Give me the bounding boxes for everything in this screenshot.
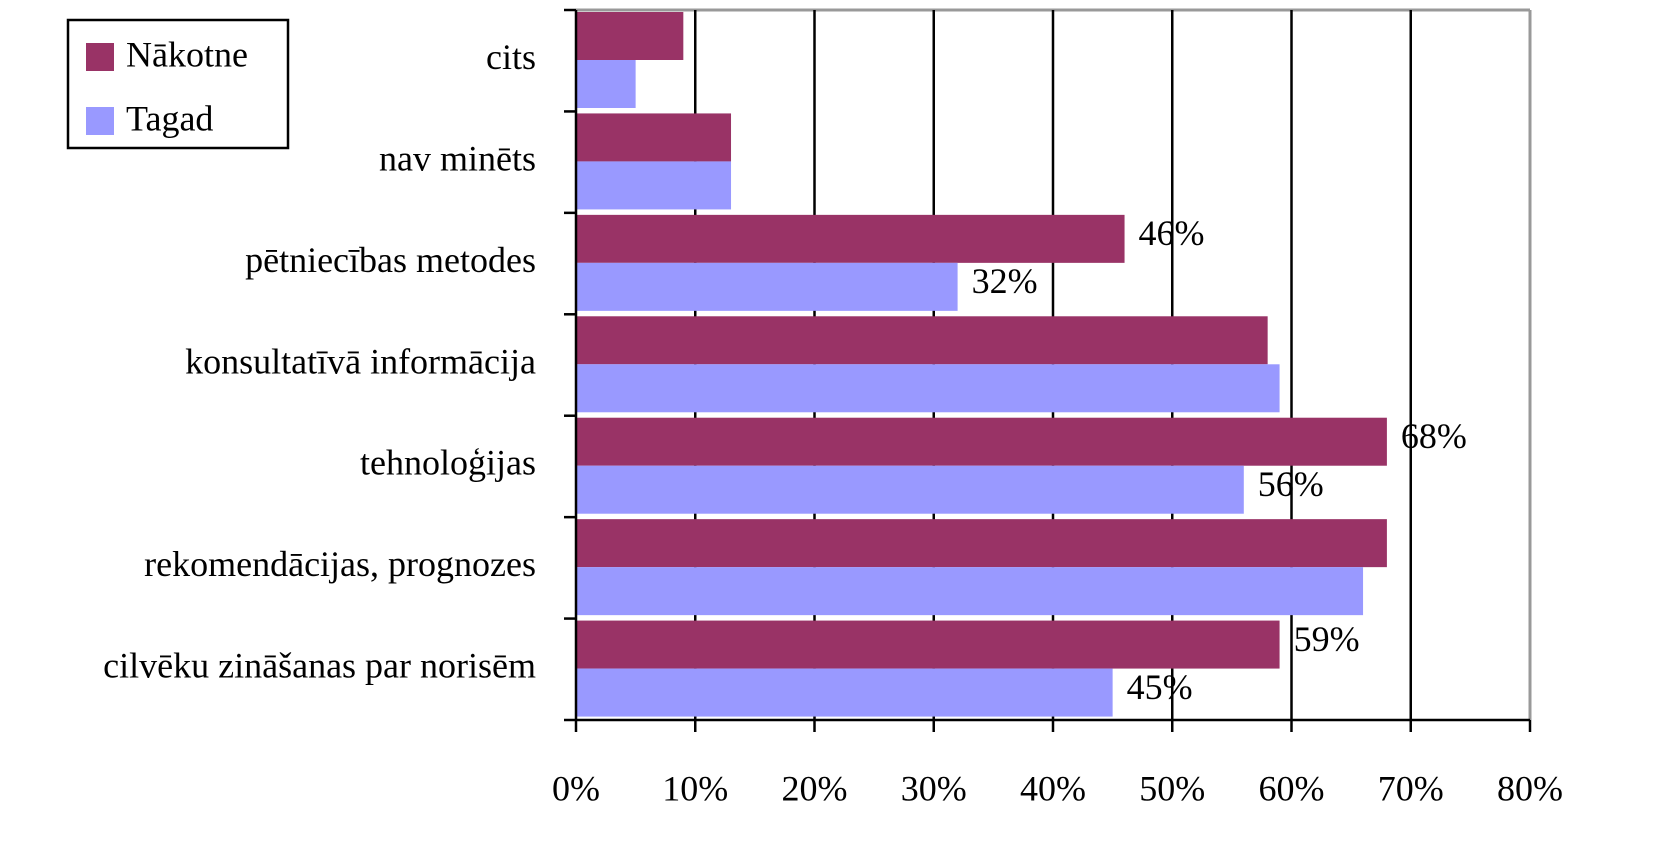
bar [576, 214, 1125, 263]
bar [576, 567, 1364, 616]
x-tick-label: 40% [1020, 768, 1086, 808]
bar [576, 262, 958, 311]
y-tick-label: cilvēku zināšanas par norisēm [103, 646, 536, 686]
legend-swatch [86, 107, 114, 135]
bar [576, 113, 732, 162]
x-tick-label: 80% [1497, 768, 1563, 808]
y-tick-label: konsultatīvā informācija [185, 341, 536, 381]
legend-swatch [86, 43, 114, 71]
x-tick-label: 70% [1378, 768, 1444, 808]
y-tick-label: nav minēts [379, 138, 536, 178]
x-tick-label: 20% [782, 768, 848, 808]
x-tick-label: 10% [662, 768, 728, 808]
bar [576, 60, 636, 108]
y-tick-label: rekomendācijas, prognozes [144, 544, 536, 584]
legend-label: Nākotne [126, 34, 248, 74]
bar [576, 417, 1387, 466]
x-tick-label: 30% [901, 768, 967, 808]
legend-label: Tagad [126, 98, 213, 138]
value-label: 45% [1127, 667, 1193, 707]
value-label: 56% [1258, 464, 1324, 504]
bar [576, 161, 732, 210]
y-tick-label: pētniecības metodes [245, 240, 536, 280]
x-tick-label: 0% [552, 768, 600, 808]
x-tick-label: 60% [1259, 768, 1325, 808]
value-label: 32% [972, 261, 1038, 301]
x-tick-label: 50% [1139, 768, 1205, 808]
value-label: 59% [1294, 619, 1360, 659]
bar [576, 364, 1280, 413]
bar [576, 519, 1387, 568]
bar [576, 316, 1268, 365]
y-tick-label: cits [486, 37, 536, 77]
bar [576, 620, 1280, 669]
y-tick-label: tehnoloģijas [360, 443, 536, 483]
value-label: 46% [1139, 213, 1205, 253]
bar [576, 465, 1244, 514]
bar [576, 12, 684, 60]
value-label: 68% [1401, 416, 1467, 456]
bar [576, 668, 1113, 717]
